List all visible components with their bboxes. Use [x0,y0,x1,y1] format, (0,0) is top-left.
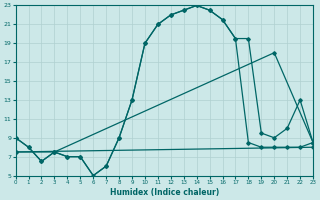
X-axis label: Humidex (Indice chaleur): Humidex (Indice chaleur) [110,188,219,197]
